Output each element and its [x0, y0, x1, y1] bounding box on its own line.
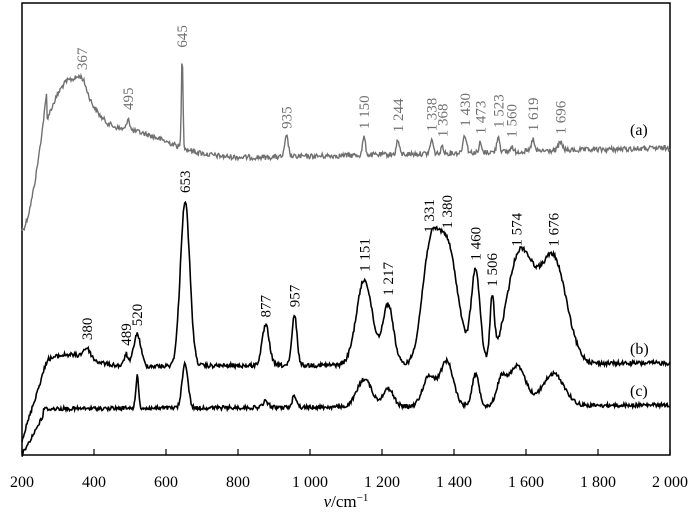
peak-label: 1 150 [357, 95, 373, 129]
spectrum-line-c [21, 356, 671, 458]
series-tags: (a) (b) (c) [630, 122, 649, 400]
x-tick-label: 1 400 [436, 474, 472, 491]
peak-label: 1 619 [526, 97, 542, 131]
plot-frame [21, 2, 671, 456]
x-axis-label-exp: −1 [357, 492, 369, 504]
x-tick-label: 1 800 [580, 474, 616, 491]
peak-label: 520 [130, 304, 146, 327]
peak-label: 1 696 [554, 100, 570, 134]
peak-label: 367 [75, 47, 91, 70]
x-tick-label: 2 000 [652, 474, 688, 491]
peak-label: 495 [121, 88, 137, 111]
peak-label: 1 473 [473, 101, 489, 135]
peak-label: 1 560 [505, 104, 521, 138]
peak-label: 1 380 [440, 195, 456, 229]
spectrum-line-b [21, 200, 671, 443]
peak-label: 1 574 [510, 212, 526, 246]
peak-label: 645 [175, 25, 191, 48]
x-tick-label: 600 [154, 474, 178, 491]
peak-label: 1 676 [546, 212, 562, 246]
x-tick-label: 1 200 [364, 474, 400, 491]
peak-label: 1 460 [469, 227, 485, 261]
x-tick-label: 200 [10, 474, 34, 491]
peak-label: 1 338 [425, 98, 441, 132]
x-tick-label: 1 000 [292, 474, 328, 491]
x-axis-label-var: v [324, 492, 332, 511]
peak-label: 1 506 [485, 252, 501, 286]
peak-label: 1 430 [458, 93, 474, 127]
spectrum-line-a [21, 63, 671, 232]
x-tick-label: 400 [82, 474, 106, 491]
peak-label: 1 151 [357, 238, 373, 272]
peak-label: 489 [119, 323, 135, 346]
peak-label: 1 217 [381, 262, 397, 296]
x-axis-label: v/cm−1 [324, 492, 369, 511]
peak-label: 877 [259, 295, 275, 318]
peak-label: 380 [80, 318, 96, 341]
series-tag-a: (a) [630, 122, 648, 139]
x-axis-label-unit: /cm [331, 492, 357, 511]
peak-label: 1 523 [491, 94, 507, 128]
x-tick-label: 1 600 [508, 474, 544, 491]
peak-label: 1 368 [436, 104, 452, 138]
peak-label: 957 [288, 284, 304, 307]
series-tag-b: (b) [630, 341, 649, 358]
x-tick-label: 800 [226, 474, 250, 491]
x-axis-ticks: 200 400 600 800 1 000 1 200 1 400 1 600 1 800 2 0… [10, 449, 688, 491]
spectra-lines [21, 63, 671, 458]
peak-label: 653 [178, 171, 194, 194]
peak-label: 1 331 [422, 199, 438, 233]
peak-label: 935 [280, 106, 296, 129]
peak-label: 1 244 [391, 98, 407, 132]
series-tag-c: (c) [630, 383, 648, 400]
